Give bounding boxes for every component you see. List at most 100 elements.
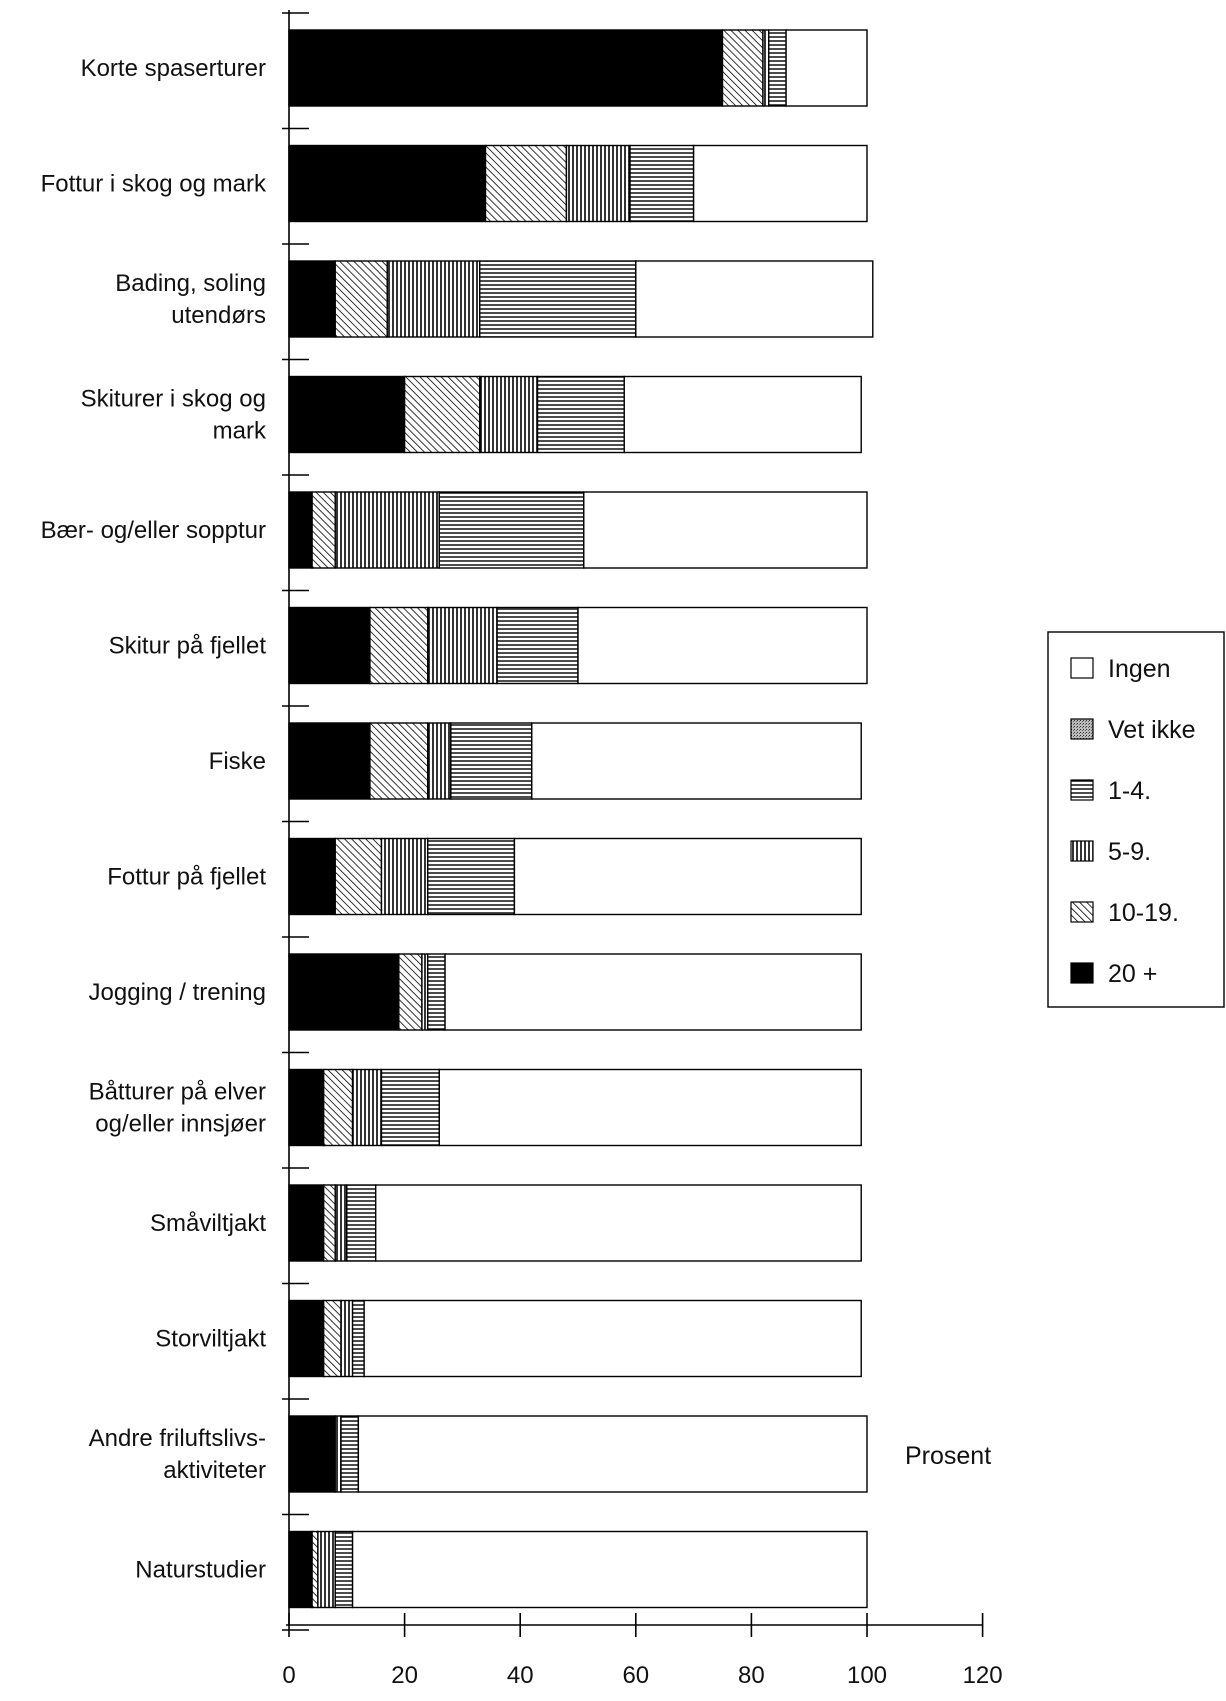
legend-swatch-20 [1070, 962, 1094, 984]
bar-fottur-i-skog-og-mark-5-9 [565, 144, 631, 223]
category-label-line: Fiske [209, 748, 266, 775]
bar-fiske-20 [288, 722, 371, 800]
x-axis-ticks: 0 20 40 60 80 100 120 [282, 1613, 1003, 1689]
category-label-line: Korte spaserturer [81, 55, 266, 82]
category-label: Fottur på fjellet [107, 864, 266, 891]
bar-andre-friluftslivs-aktiviteter-ingen [357, 1415, 868, 1493]
bar-andre-friluftslivs-aktiviteter-1-4 [340, 1415, 360, 1493]
bar-korte-spaserturer-ingen [785, 29, 868, 107]
bar-småviltjakt-ingen [375, 1184, 862, 1262]
legend-label: 10-19. [1108, 899, 1179, 927]
bar-fiske-ingen [531, 722, 862, 800]
category-label: Båtturer på elver og/eller innsjøer [89, 1079, 266, 1138]
legend-swatch-vet-ikke [1070, 718, 1094, 740]
category-label-line: Båtturer på elver [89, 1079, 266, 1106]
legend-swatch-ingen [1070, 657, 1094, 679]
legend-label: 5-9. [1108, 838, 1151, 866]
bar-storviltjakt-10-19 [322, 1299, 342, 1378]
bar-fiske-1-4 [450, 722, 533, 800]
x-axis-title: Prosent [905, 1442, 991, 1470]
x-tick-label: 0 [282, 1662, 295, 1689]
category-label-line: Skiturer i skog og [81, 386, 266, 413]
legend: Ingen Vet ikke 1-4. 5-9. 10-19. 20 + [1047, 631, 1225, 1008]
bar-korte-spaserturer-1-4 [768, 29, 787, 107]
bar-fottur-på-fjellet-10-19 [334, 837, 383, 916]
category-label: Fottur i skog og mark [41, 171, 267, 198]
bar-bær-og-eller-sopptur-1-4 [438, 491, 585, 569]
bar-naturstudier-10-19 [311, 1530, 319, 1609]
bar-storviltjakt-20 [288, 1299, 325, 1378]
bar-båtturer-på-elver-og-eller-innsjøer-10-19 [322, 1068, 354, 1147]
x-tick-label: 60 [622, 1662, 649, 1689]
bar-fottur-på-fjellet-20 [288, 837, 336, 916]
bar-bær-og-eller-sopptur-5-9 [334, 491, 440, 569]
category-label-line: utendørs [171, 302, 266, 329]
category-label-line: Fottur på fjellet [107, 864, 266, 891]
bar-båtturer-på-elver-og-eller-innsjøer-5-9 [351, 1068, 383, 1147]
category-label: Korte spaserturer [81, 55, 266, 82]
legend-label: 20 + [1108, 960, 1157, 988]
bar-andre-friluftslivs-aktiviteter-20 [288, 1415, 336, 1493]
axes [282, 10, 309, 1631]
legend-swatch-1-4 [1070, 779, 1094, 801]
category-label-line: aktiviteter [163, 1457, 266, 1484]
bars [288, 29, 874, 1609]
category-label-line: Jogging / trening [89, 979, 266, 1006]
bar-skitur-på-fjellet-1-4 [496, 606, 579, 685]
bar-båtturer-på-elver-og-eller-innsjøer-20 [288, 1068, 325, 1147]
bar-småviltjakt-10-19 [322, 1184, 336, 1262]
bar-jogging-trening-5-9 [421, 953, 429, 1031]
bar-skiturer-i-skog-og-mark-5-9 [479, 375, 539, 454]
bar-fottur-i-skog-og-mark-20 [288, 144, 487, 223]
bar-småviltjakt-5-9 [334, 1184, 348, 1262]
x-tick-label: 80 [738, 1662, 765, 1689]
legend-box [1047, 631, 1225, 1008]
bar-bading-soling-utendørs-ingen [635, 260, 874, 338]
bar-skiturer-i-skog-og-mark-1-4 [536, 375, 625, 454]
category-label: Skitur på fjellet [109, 633, 267, 660]
bar-korte-spaserturer-5-9 [762, 29, 770, 107]
bar-fiske-5-9 [427, 722, 452, 800]
category-label-line: mark [213, 418, 267, 445]
x-tick-label: 40 [507, 1662, 534, 1689]
bar-skitur-på-fjellet-ingen [577, 606, 868, 685]
bar-storviltjakt-ingen [363, 1299, 862, 1378]
bar-jogging-trening-1-4 [427, 953, 446, 1031]
bar-fottur-i-skog-og-mark-ingen [692, 144, 868, 223]
bar-småviltjakt-20 [288, 1184, 325, 1262]
category-label-line: og/eller innsjøer [95, 1111, 266, 1138]
bar-jogging-trening-20 [288, 953, 400, 1031]
bar-bading-soling-utendørs-5-9 [386, 260, 481, 338]
bar-skitur-på-fjellet-20 [288, 606, 371, 685]
bar-småviltjakt-1-4 [346, 1184, 377, 1262]
category-label-line: Storviltjakt [155, 1326, 266, 1353]
bar-naturstudier-1-4 [334, 1530, 354, 1609]
bar-bading-soling-utendørs-20 [288, 260, 336, 338]
bar-båtturer-på-elver-og-eller-innsjøer-ingen [438, 1068, 862, 1147]
bar-bading-soling-utendørs-10-19 [334, 260, 388, 338]
bar-fottur-på-fjellet-5-9 [380, 837, 429, 916]
category-label: Naturstudier [135, 1557, 266, 1584]
category-label-line: Skitur på fjellet [109, 633, 267, 660]
bar-bading-soling-utendørs-1-4 [479, 260, 637, 338]
bar-fiske-10-19 [369, 722, 429, 800]
category-label-line: Fottur i skog og mark [41, 171, 267, 198]
bar-fottur-i-skog-og-mark-1-4 [629, 144, 695, 223]
bar-storviltjakt-5-9 [340, 1299, 354, 1378]
bar-fottur-på-fjellet-ingen [513, 837, 862, 916]
bar-jogging-trening-10-19 [398, 953, 423, 1031]
bar-andre-friluftslivs-aktiviteter-5-9 [334, 1415, 342, 1493]
bar-skiturer-i-skog-og-mark-ingen [623, 375, 862, 454]
x-tick-label: 20 [391, 1662, 418, 1689]
category-labels: Korte spaserturer Fottur i skog og mark Ba… [41, 55, 267, 1584]
legend-label: Vet ikke [1108, 716, 1196, 744]
bar-storviltjakt-1-4 [351, 1299, 365, 1378]
bar-naturstudier-20 [288, 1530, 313, 1609]
legend-swatch-10-19 [1070, 901, 1094, 923]
category-label: Andre friluftslivs-aktiviteter [89, 1425, 266, 1484]
category-label-line: Bær- og/eller sopptur [41, 517, 266, 544]
category-label: Skiturer i skog og mark [81, 386, 267, 445]
category-label: Småviltjakt [150, 1210, 266, 1237]
category-label: Fiske [209, 748, 266, 775]
